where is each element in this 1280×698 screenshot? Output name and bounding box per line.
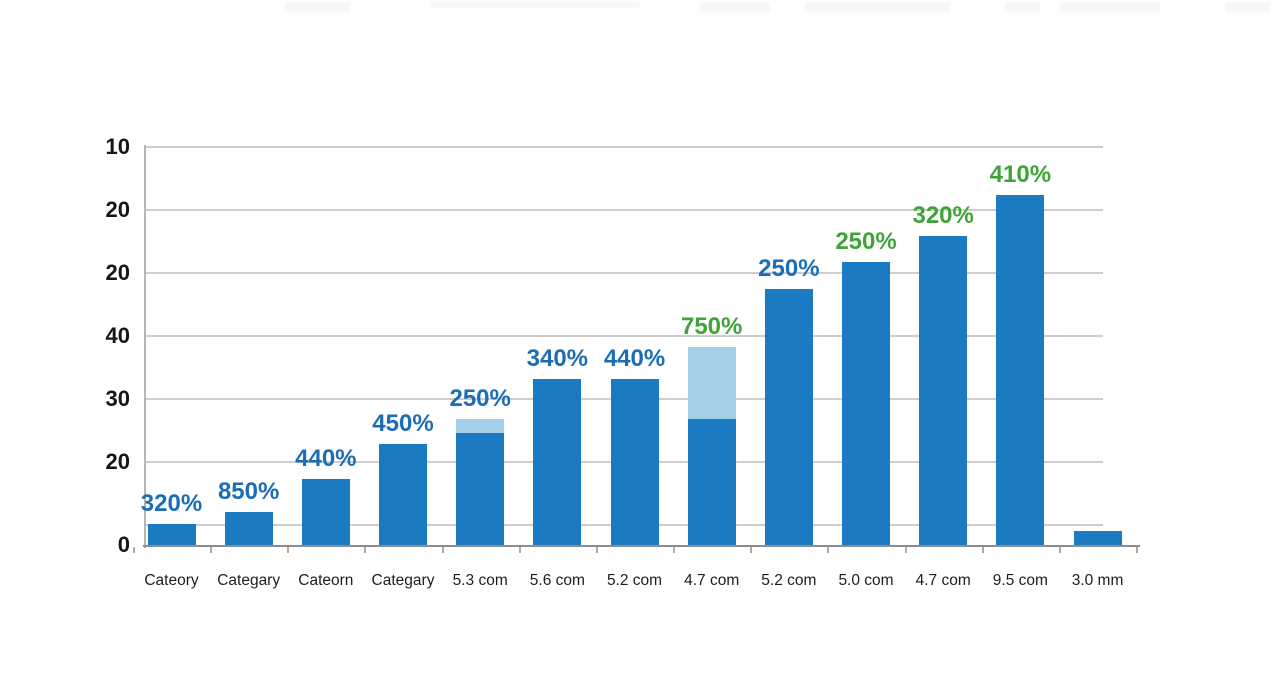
gridline [146,209,1103,211]
bar-value-label: 250% [449,385,511,412]
x-axis-tick [1058,547,1061,553]
gridline [146,146,1103,148]
bar [301,479,350,545]
x-axis-tick [1136,547,1139,553]
bar [919,236,968,545]
bar [764,289,813,545]
y-axis-tick-label: 40 [105,323,130,348]
x-axis-tick [441,547,444,553]
bar-value-label: 320% [912,202,974,229]
x-axis-tick [827,547,830,553]
y-axis-tick-label: 10 [105,134,130,159]
bar [456,433,505,545]
x-axis-tick [210,547,213,553]
bar-value-label: 410% [989,161,1052,188]
bar [533,379,582,545]
bar [224,512,273,545]
x-axis-category-label: 9.5 com [992,572,1048,589]
y-axis-tick-label: 20 [105,260,130,285]
bar-value-label: 450% [372,410,434,437]
x-axis-tick [132,547,135,553]
bar-value-label: 440% [295,445,357,472]
x-axis-tick [904,547,907,553]
x-axis-line [143,545,1140,547]
x-axis-tick [981,547,984,553]
top-edge-artifact [430,2,640,8]
bar-value-label: 440% [603,345,666,372]
top-edge-artifact [285,2,350,12]
x-axis-category-label: 5.2 com [606,572,663,589]
gridline [146,272,1103,274]
x-axis-category-label: 5.3 com [452,572,508,589]
x-axis-category-label: Categary [371,572,435,589]
x-axis-category-label: 5.2 com [761,572,817,589]
bar-value-label: 250% [758,255,820,282]
y-axis-line [144,145,146,548]
x-axis-category-label: Cateory [144,572,199,589]
x-axis-category-label: Categary [217,572,281,589]
bar-value-label: 320% [140,490,203,517]
x-axis-category-label: 4.7 com [684,572,740,589]
top-edge-artifact [1005,2,1040,12]
bar [996,195,1045,545]
bar [842,262,891,545]
x-axis-tick [287,547,290,553]
x-axis-tick [750,547,753,553]
bar [610,379,659,545]
bar-value-label: 340% [526,345,589,372]
x-axis-category-label: 3.0 mm [1071,572,1124,589]
y-axis-tick-label: 0 [117,532,130,557]
x-axis-category-label: 4.7 com [915,572,971,589]
bar-light-cap [456,419,505,433]
y-axis-tick-label: 20 [105,197,130,222]
y-axis-tick-label: 30 [105,386,130,411]
bar-light-cap [687,347,736,419]
x-axis-category-label: Cateorn [298,572,354,589]
x-axis-category-label: 5.6 com [529,572,585,589]
gridline [146,335,1103,337]
bar-value-label: 250% [835,228,897,255]
x-axis-category-label: 5.0 com [838,572,894,589]
x-axis-tick [364,547,367,553]
bar [687,419,736,545]
top-edge-artifact [805,2,950,12]
bar [147,524,196,545]
bar [379,444,427,545]
bar-value-label: 750% [680,313,743,340]
bar-value-label: 850% [217,478,280,505]
x-axis-tick [518,547,521,553]
top-edge-artifact [700,2,770,12]
y-axis-tick-label: 20 [105,449,130,474]
top-edge-artifact [1225,2,1270,12]
bar [1073,531,1122,545]
x-axis-tick [673,547,676,553]
x-axis-tick [595,547,598,553]
top-edge-artifact [1060,2,1160,12]
